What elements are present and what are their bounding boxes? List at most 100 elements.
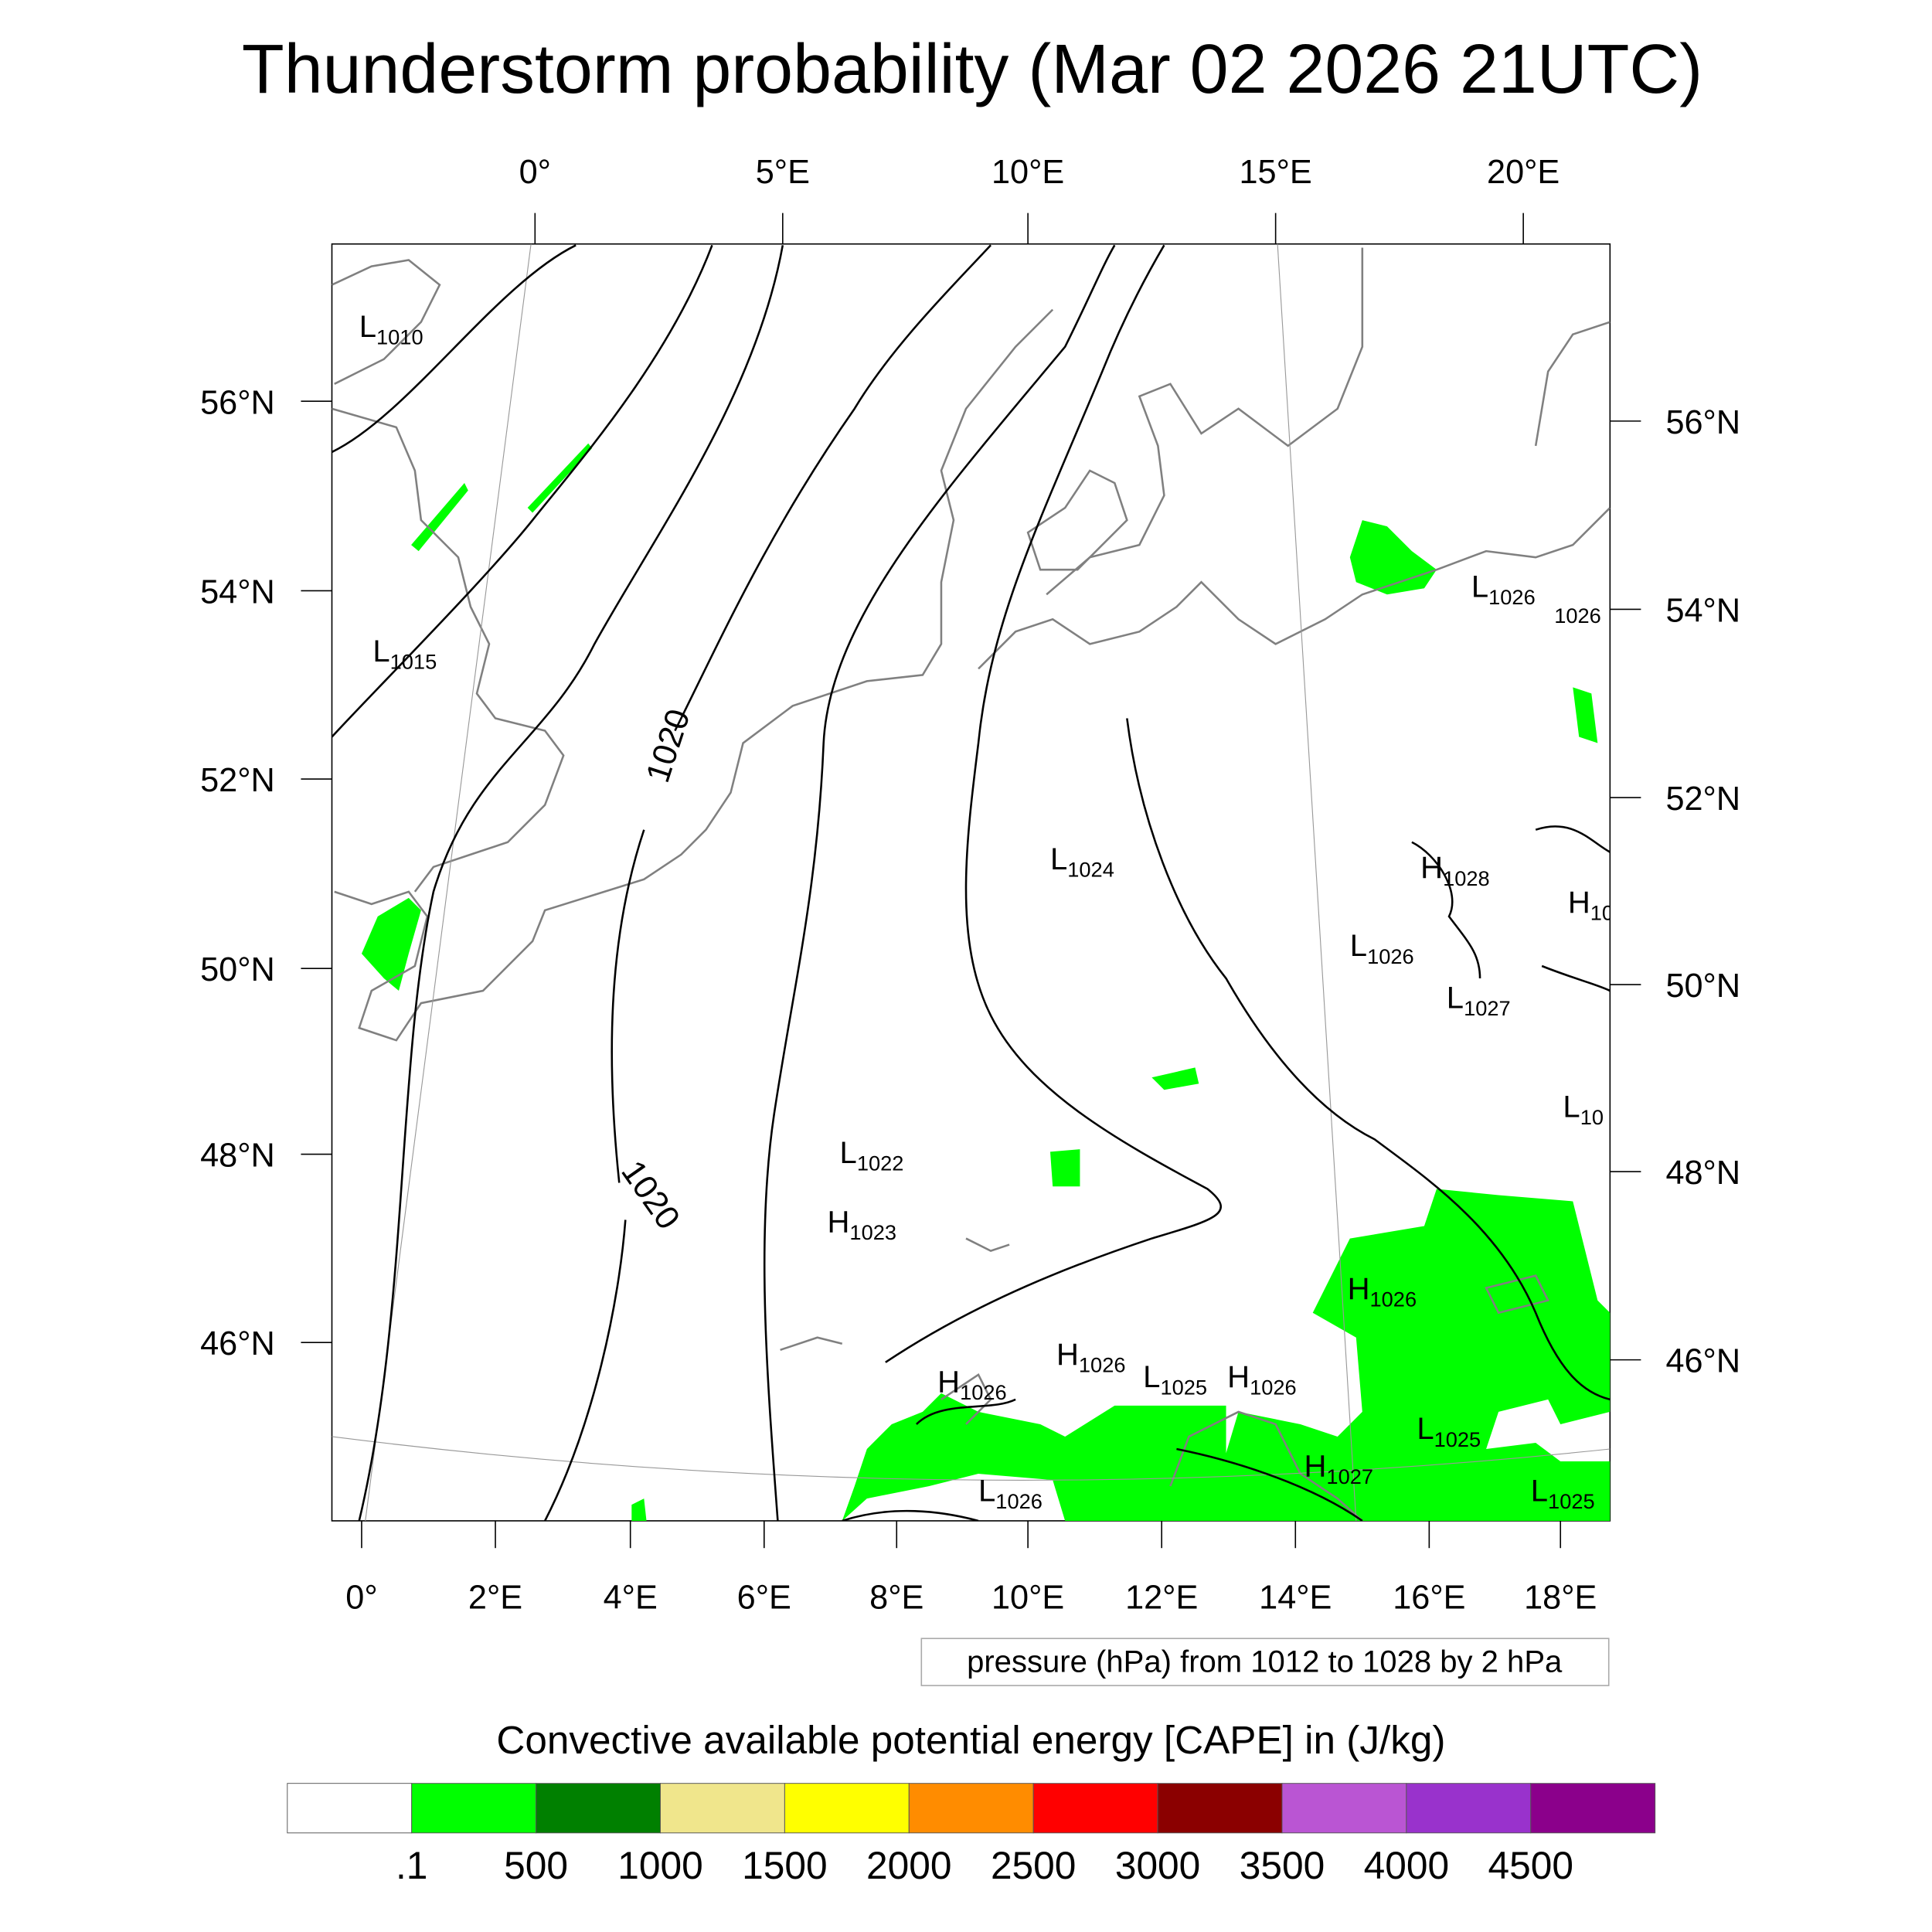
low-center-label: L1025 [1531,1474,1595,1513]
pressure-center-type: L [1350,929,1367,963]
high-center-label: H1026 [1056,1338,1126,1377]
high-center-label: H1027 [1304,1449,1374,1488]
low-center-label: L1024 [1050,842,1114,882]
pressure-center-type: H [1056,1338,1079,1372]
pressure-center-value: 1022 [857,1151,904,1175]
colorbar-swatch [536,1783,661,1834]
pressure-center-type: L [1471,570,1488,604]
pressure-center-labels: L1010L1015L1024L1022H1023H1028H10L1026L1… [359,310,1614,1513]
pressure-center-type: L [1563,1090,1580,1124]
bottom-lon-label: 6°E [737,1580,791,1617]
right-lat-label: 56°N [1665,404,1740,441]
colorbar-label: 1500 [742,1844,827,1887]
pressure-center-value: 1010 [376,325,423,349]
colorbar-label: 3000 [1115,1844,1200,1887]
bottom-lon-label: 18°E [1524,1580,1597,1617]
pressure-center-type: H [937,1365,960,1399]
colorbar-swatch [1157,1783,1283,1834]
pressure-center-value: 1025 [1160,1375,1207,1399]
colorbar-label: 3500 [1240,1844,1325,1887]
colorbar-swatch [1032,1783,1158,1834]
pressure-center-value: 1026 [1554,604,1601,628]
colorbar-swatch [784,1783,910,1834]
pressure-center-value: 1025 [1434,1427,1481,1451]
top-lon-label: 0° [519,154,551,191]
colorbar-swatch [411,1783,537,1834]
colorbar-label: 4000 [1364,1844,1449,1887]
pressure-center-value: 1026 [1488,585,1536,609]
left-lat-label: 54°N [200,573,275,611]
right-lat-label: 54°N [1665,592,1740,629]
pressure-center-type: L [359,310,376,344]
low-center-label: L10 [1563,1090,1604,1130]
map-title: Thunderstorm probability (Mar 02 2026 21… [242,31,1702,108]
left-lat-label: 50°N [200,951,275,988]
right-lat-label: 46°N [1665,1343,1740,1380]
colorbar-swatch [908,1783,1034,1834]
colorbar-label: 4500 [1488,1844,1573,1887]
pressure-center-type: L [1417,1412,1434,1446]
pressure-center-type: L [1143,1360,1160,1394]
colorbar-label: 1000 [617,1844,702,1887]
graticule [332,243,1611,1521]
pressure-center-type: H [1420,851,1443,885]
pressure-center-value: 1026 [1367,944,1414,968]
axis-ticks: 0° 5°E 10°E 15°E 20°E 56°N 54°N 52°N 50°N 48°N 46°… [200,154,1740,1617]
high-center-label: H1023 [828,1206,897,1245]
pressure-center-value: 1027 [1326,1464,1373,1488]
low-center-label: L1025 [1143,1360,1207,1400]
pressure-center-value: 10 [1580,1105,1604,1129]
high-center-label: H1026 [1348,1272,1417,1311]
colorbar-swatch [287,1783,413,1834]
coastlines [332,247,1611,1521]
high-center-label: H1028 [1420,851,1490,890]
pressure-center-type: H [1348,1272,1370,1306]
pressure-center-type: H [1227,1360,1250,1394]
bottom-lon-label: 4°E [604,1580,658,1617]
cape-colorbar: .1 500 1000 1500 2000 2500 3000 3500 4000 4500 [287,1783,1656,1887]
pressure-center-value: 1025 [1548,1489,1595,1513]
low-center-label: L1026 [978,1474,1043,1513]
top-lon-label: 15°E [1240,154,1312,191]
colorbar-label: 2000 [866,1844,951,1887]
bottom-lon-label: 14°E [1259,1580,1332,1617]
left-lat-label: 52°N [200,762,275,799]
bottom-lon-label: 12°E [1125,1580,1198,1617]
pressure-center-type: H [828,1206,850,1240]
pressure-center-value: 1026 [960,1380,1007,1404]
top-lon-label: 10°E [992,154,1064,191]
colorbar-label: 500 [504,1844,568,1887]
high-center-label: H10 [1568,886,1614,925]
colorbar-label: .1 [396,1844,427,1887]
bottom-lon-label: 2°E [468,1580,522,1617]
pressure-center-value: 1023 [849,1220,896,1244]
pressure-center-type: L [840,1136,857,1170]
low-center-label: L1027 [1447,981,1511,1020]
bottom-lon-label: 16°E [1393,1580,1465,1617]
colorbar-title: Convective available potential energy [C… [496,1718,1445,1762]
left-lat-label: 46°N [200,1325,275,1362]
left-lat-label: 56°N [200,384,275,421]
low-center-label: L1010 [359,310,423,349]
pressure-center-type: H [1568,886,1590,920]
bottom-lon-label: 0° [345,1580,377,1617]
bottom-lon-label: 8°E [869,1580,923,1617]
high-center-label: H1026 [937,1365,1007,1404]
top-lon-label: 5°E [756,154,810,191]
pressure-center-type: L [978,1474,995,1508]
pressure-center-value: 1027 [1464,996,1511,1020]
right-lat-label: 50°N [1665,968,1740,1005]
left-lat-label: 48°N [200,1138,275,1175]
right-lat-label: 52°N [1665,781,1740,818]
low-center-label: L1022 [840,1136,904,1175]
contour-legend-box [920,1638,1610,1686]
colorbar-swatch [660,1783,785,1834]
low-center-label: L1015 [372,634,437,674]
low-center-label: L1026 [1350,929,1414,968]
top-lon-label: 20°E [1487,154,1560,191]
high-center-label: H1026 [1227,1360,1297,1400]
pressure-center-value: 10 [1590,901,1614,925]
pressure-center-value: 1026 [1250,1375,1297,1399]
low-center-label: L1026 [1471,570,1536,609]
colorbar-swatch [1406,1783,1532,1834]
